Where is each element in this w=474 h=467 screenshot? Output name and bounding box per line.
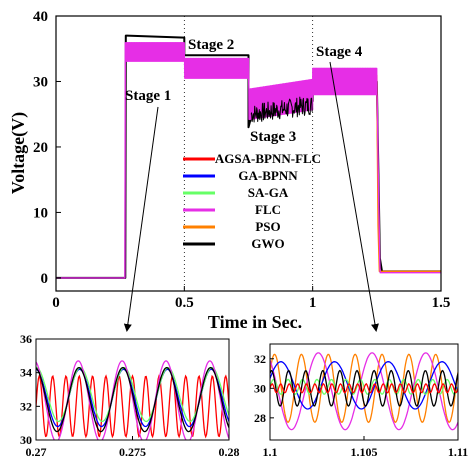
x-tick-label-1: 0.5: [175, 295, 194, 311]
y-tick-label-4: 40: [33, 9, 48, 25]
inset-series-ga-bpnn: [270, 361, 458, 410]
series-line-gwo-noise: [250, 96, 313, 123]
legend-entry-1: GA-BPNN: [238, 168, 298, 183]
inset-plot-area: [270, 352, 458, 431]
inset-x-tick-label-2: 0.28: [219, 445, 240, 459]
inset-y-tick-label-3: 36: [20, 332, 32, 346]
y-axis-label: Voltage(V): [8, 112, 29, 194]
legend-entry-3: FLC: [255, 202, 281, 217]
inset-right-zoom: 28 30 32 1.1 1.105 1.11: [254, 343, 468, 459]
series-line-pso: [376, 74, 441, 273]
inset-plot-area: [36, 360, 229, 440]
zoom-arrows: [123, 61, 379, 332]
inset-x-tick-label-1: 0.275: [119, 445, 146, 459]
legend-entry-0: AGSA-BPNN-FLC: [215, 151, 321, 166]
stage-label-3: Stage 3: [250, 129, 296, 145]
stage-label-1: Stage 1: [125, 88, 171, 104]
legend-entry-2: SA-GA: [248, 185, 289, 200]
x-axis-label: Time in Sec.: [208, 312, 302, 332]
x-tick-label-2: 1: [309, 295, 317, 311]
plot-frame: [55, 15, 442, 292]
inset-y-tick-label-2: 32: [254, 352, 266, 366]
x-tick-label-0: 0: [52, 295, 60, 311]
y-tick-label-1: 10: [33, 205, 48, 221]
inset-series-agsa-bpnn-flc: [270, 383, 458, 394]
stage-label-4: Stage 4: [316, 44, 363, 60]
inset-y-tick-label-0: 30: [20, 433, 32, 447]
inset-series-agsa-bpnn-flc: [36, 374, 229, 439]
legend-entry-5: GWO: [251, 236, 284, 251]
inset-y-tick-label-0: 28: [254, 411, 266, 425]
zoom-arrow-left: [123, 106, 159, 332]
zoom-arrow-right: [329, 61, 379, 332]
inset-x-tick-label-1: 1.105: [351, 445, 378, 459]
main-chart: 0 10 20 30 40 0 0.5 1 1.5 Time in Sec. Voltage(V) S…: [8, 9, 450, 332]
series-line-flc: [55, 42, 441, 279]
y-tick-label-3: 30: [33, 74, 48, 90]
inset-x-tick-label-2: 1.11: [448, 445, 468, 459]
inset-x-tick-label-0: 1.1: [263, 445, 278, 459]
inset-series-gwo: [270, 369, 458, 407]
inset-x-tick-label-0: 0.27: [26, 445, 47, 459]
legend-entry-4: PSO: [255, 219, 280, 234]
y-tick-label-2: 20: [33, 140, 48, 156]
inset-left-zoom: 30 32 34 36 0.27 0.275 0.28: [20, 332, 240, 459]
inset-y-tick-label-2: 34: [20, 366, 32, 380]
y-tick-label-0: 0: [41, 271, 49, 287]
inset-y-tick-label-1: 30: [254, 381, 266, 395]
x-tick-label-3: 1.5: [432, 295, 451, 311]
stage-label-2: Stage 2: [188, 37, 234, 53]
inset-y-tick-label-1: 32: [20, 399, 32, 413]
inset-series-flc: [270, 352, 458, 431]
inset-series-gwo: [36, 366, 229, 433]
